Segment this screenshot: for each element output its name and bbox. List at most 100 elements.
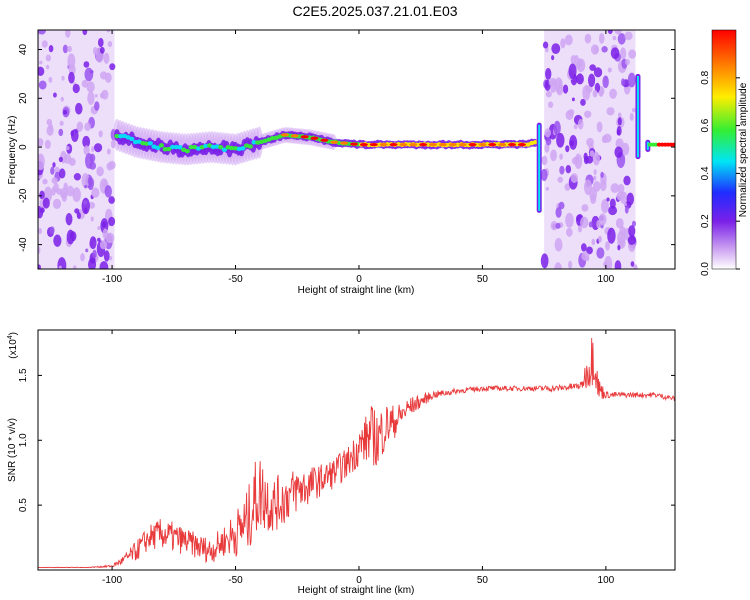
- noise-blob: [592, 151, 600, 166]
- noise-blob: [49, 226, 55, 235]
- noise-blob: [58, 265, 62, 269]
- noise-blob: [619, 240, 624, 247]
- noise-blob: [65, 146, 70, 151]
- colorbar-ticks: 0.0 0.2 0.4 0.6 0.8: [700, 70, 740, 276]
- noise-blob: [577, 225, 583, 233]
- noise-blob: [63, 110, 68, 115]
- noise-blob: [591, 238, 596, 246]
- ridge-core: [177, 145, 183, 150]
- noise-blob: [66, 185, 75, 197]
- ridge-core: [162, 147, 168, 152]
- snr-x-tick-label: 50: [477, 575, 489, 586]
- noise-blob: [623, 175, 631, 186]
- spectrogram-noise: [38, 30, 638, 269]
- noise-blob: [42, 178, 48, 185]
- noise-blob: [83, 61, 90, 68]
- noise-blob: [54, 166, 60, 174]
- ridge-core: [166, 146, 172, 152]
- noise-blob: [92, 249, 97, 259]
- noise-blob: [109, 63, 116, 71]
- noise-blob: [550, 149, 557, 162]
- noise-blob: [87, 176, 92, 185]
- noise-blob: [545, 68, 552, 80]
- noise-blob: [566, 227, 573, 237]
- noise-blob: [42, 197, 50, 209]
- noise-blob: [53, 234, 62, 247]
- noise-blob: [73, 265, 77, 269]
- spectrogram-frame: [37, 29, 676, 270]
- noise-blob: [88, 258, 97, 269]
- noise-blob: [568, 260, 573, 269]
- noise-blob: [551, 43, 561, 55]
- ridge-peak: [508, 143, 517, 147]
- noise-blob: [629, 112, 634, 121]
- noise-blob: [617, 117, 622, 126]
- ridge-core: [188, 144, 194, 150]
- noise-blob: [66, 229, 75, 245]
- snr-x-tick-label: -100: [102, 575, 122, 586]
- noise-blob: [91, 145, 95, 153]
- noise-blob: [103, 250, 110, 262]
- noise-blob: [94, 101, 100, 111]
- ridge-peak: [458, 143, 467, 147]
- noise-blob: [598, 235, 602, 243]
- spectrogram-ridge: [113, 73, 675, 213]
- noise-blob: [65, 212, 73, 226]
- noise-blob: [90, 216, 94, 222]
- noise-blob: [45, 64, 50, 70]
- trace-feature-core: [636, 75, 639, 158]
- noise-blob: [599, 180, 607, 192]
- noise-blob: [630, 261, 635, 267]
- noise-blob: [41, 40, 48, 48]
- noise-blob: [68, 157, 76, 166]
- noise-blob: [38, 30, 46, 35]
- snr-line: [38, 337, 675, 569]
- noise-blob: [569, 135, 578, 150]
- noise-blob: [631, 220, 637, 227]
- noise-blob: [609, 88, 617, 99]
- spectrogram-y-tick-label: 0: [18, 144, 29, 150]
- noise-blob: [542, 41, 549, 49]
- noise-blob: [610, 47, 620, 59]
- noise-blob: [540, 253, 549, 269]
- noise-blob: [556, 132, 565, 148]
- ridge-core: [251, 140, 257, 145]
- ridge-core: [147, 141, 153, 146]
- snr-x-tick-label: 0: [356, 575, 362, 586]
- noise-blob: [615, 217, 624, 229]
- noise-blob: [624, 31, 633, 41]
- noise-blob: [89, 236, 97, 250]
- ridge-core: [366, 142, 372, 148]
- noise-blob: [617, 112, 622, 119]
- noise-blob: [580, 98, 586, 106]
- noise-blob: [614, 260, 622, 269]
- ridge-core: [129, 136, 135, 142]
- noise-blob: [577, 118, 584, 130]
- noise-blob: [38, 138, 44, 147]
- noise-blob: [627, 72, 636, 88]
- spectrogram-x-tick-label: 0: [356, 274, 362, 285]
- ridge-peak: [468, 143, 477, 147]
- noise-blob: [570, 55, 576, 65]
- snr-panel: -100 -50 0 50 100 0.5 1.0 1.5 Height of straig…: [7, 329, 676, 596]
- ridge-core: [229, 145, 235, 151]
- spectrogram-y-tick-label: -20: [18, 188, 29, 203]
- noise-blob: [602, 75, 609, 89]
- noise-blob: [565, 212, 574, 228]
- ridge-peak: [389, 143, 398, 147]
- noise-blob: [628, 49, 637, 59]
- noise-blob: [554, 262, 562, 269]
- noise-blob: [617, 183, 625, 194]
- noise-blob: [67, 53, 76, 69]
- noise-blob: [76, 121, 84, 132]
- ridge-peak: [379, 143, 388, 147]
- noise-blob: [557, 176, 564, 183]
- noise-blob: [583, 179, 593, 196]
- noise-blob: [84, 122, 92, 132]
- noise-blob: [102, 228, 108, 240]
- noise-blob: [608, 205, 618, 216]
- noise-blob: [631, 107, 636, 113]
- noise-blob: [593, 169, 597, 175]
- ridge-peak: [409, 143, 418, 147]
